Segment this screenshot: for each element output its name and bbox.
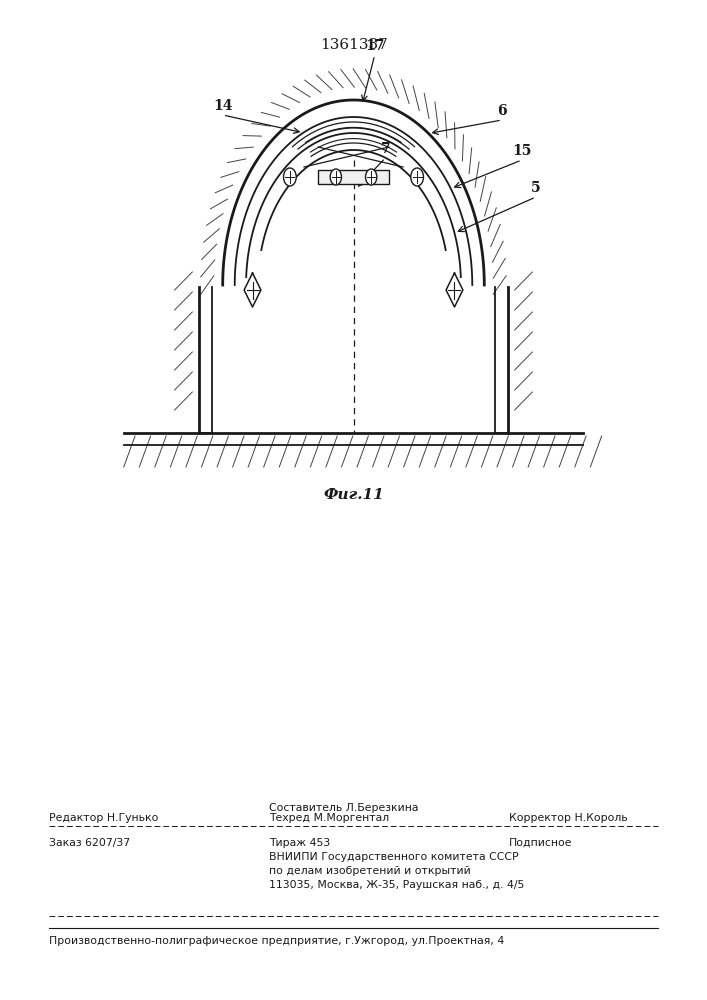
Text: 17: 17 — [365, 39, 385, 53]
Text: Составитель Л.Березкина: Составитель Л.Березкина — [269, 803, 418, 813]
Text: Заказ 6207/37: Заказ 6207/37 — [49, 838, 131, 848]
Text: ВНИИПИ Государственного комитета СССР: ВНИИПИ Государственного комитета СССР — [269, 852, 518, 862]
Text: Фиг.11: Фиг.11 — [323, 488, 384, 502]
Bar — [318, 170, 389, 184]
Text: 1361337: 1361337 — [320, 38, 387, 52]
Text: по делам изобретений и открытий: по делам изобретений и открытий — [269, 866, 470, 876]
Text: Подписное: Подписное — [509, 838, 573, 848]
Circle shape — [330, 169, 341, 185]
Text: Производственно-полиграфическое предприятие, г.Ужгород, ул.Проектная, 4: Производственно-полиграфическое предприя… — [49, 936, 505, 946]
Text: 7: 7 — [380, 142, 390, 156]
Text: Корректор Н.Король: Корректор Н.Король — [509, 813, 628, 823]
Circle shape — [284, 168, 296, 186]
Text: 14: 14 — [213, 99, 233, 113]
Text: 6: 6 — [497, 104, 507, 118]
Circle shape — [411, 168, 423, 186]
Text: Редактор Н.Гунько: Редактор Н.Гунько — [49, 813, 159, 823]
Text: Тираж 453: Тираж 453 — [269, 838, 330, 848]
Text: 15: 15 — [512, 144, 532, 158]
Circle shape — [366, 169, 377, 185]
Text: Техред М.Моргентал: Техред М.Моргентал — [269, 813, 389, 823]
Text: 113035, Москва, Ж-35, Раушская наб., д. 4/5: 113035, Москва, Ж-35, Раушская наб., д. … — [269, 880, 524, 890]
Text: 5: 5 — [531, 181, 541, 195]
